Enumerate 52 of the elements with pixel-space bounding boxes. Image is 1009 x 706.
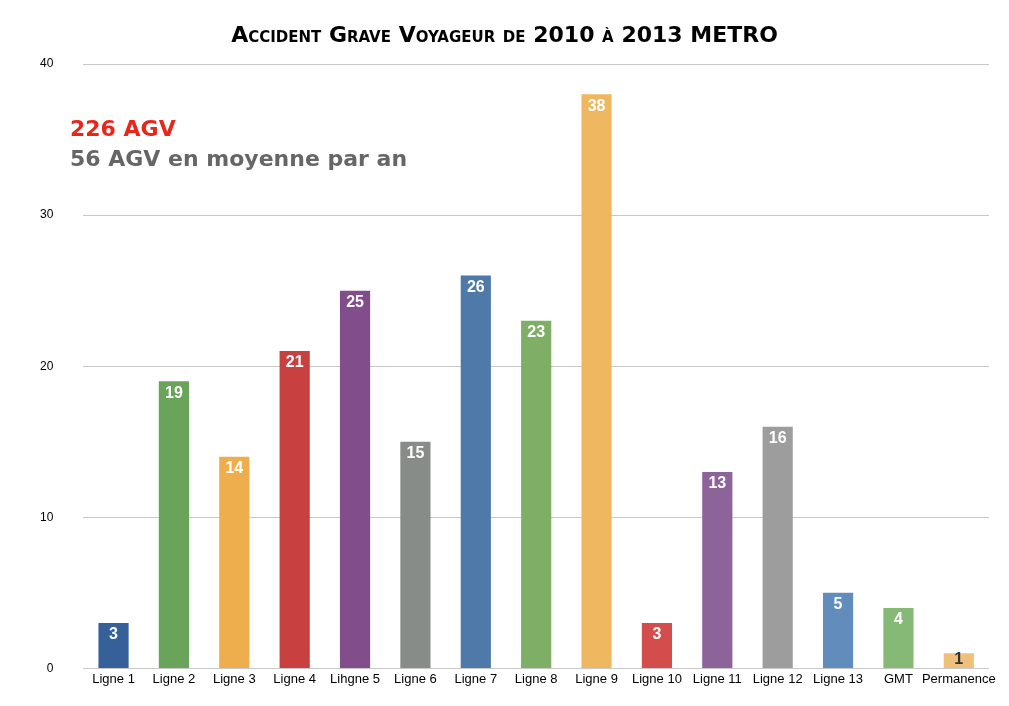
- data-label: 16: [768, 429, 787, 447]
- x-tick-label: GMT: [883, 670, 913, 686]
- data-label: 5: [833, 595, 843, 613]
- x-tick-label: Lihgne 5: [330, 670, 380, 686]
- data-label: 23: [527, 323, 546, 341]
- x-tick-label: Ligne 12: [752, 670, 803, 686]
- bar: [581, 94, 612, 668]
- bar: [521, 320, 552, 668]
- bar: [400, 441, 431, 668]
- data-label: 21: [285, 353, 304, 371]
- bar: [460, 275, 491, 668]
- x-tick-label: Ligne 8: [514, 670, 558, 686]
- x-tick-label: Permanence: [921, 670, 996, 686]
- y-tick-label: 10: [39, 509, 54, 524]
- data-label: 26: [466, 277, 485, 295]
- x-tick-label: Ligne 4: [273, 670, 316, 686]
- x-tick-label: Ligne 10: [631, 670, 682, 686]
- data-label: 15: [406, 444, 425, 462]
- x-tick-label: Ligne 13: [813, 670, 863, 686]
- data-label: 38: [587, 96, 606, 114]
- bar: [219, 456, 250, 668]
- bar: [822, 592, 854, 668]
- x-tick-label: Ligne 9: [575, 670, 618, 686]
- data-label: 19: [165, 383, 183, 401]
- bar: [339, 290, 371, 668]
- bar: [883, 607, 914, 668]
- y-tick-label: 0: [46, 660, 54, 675]
- data-label: 1: [954, 649, 964, 667]
- data-label: 3: [109, 625, 119, 643]
- data-label: 25: [346, 293, 365, 311]
- x-tick-label: Ligne 2: [152, 670, 196, 686]
- y-tick-label: 30: [39, 207, 54, 222]
- data-label: 13: [708, 474, 727, 492]
- data-label: 3: [652, 625, 662, 643]
- x-tick-label: Ligne 1: [92, 670, 135, 686]
- data-label: 14: [225, 459, 244, 477]
- bar: [702, 471, 733, 668]
- bar: [762, 426, 793, 668]
- chart-title: Accident Grave Voyageur de 2010 à 2013 METRO: [230, 22, 779, 47]
- bar: [98, 623, 129, 668]
- x-tick-label: Ligne 6: [394, 670, 437, 686]
- x-tick-label: Ligne 3: [212, 670, 256, 686]
- bar: [641, 623, 673, 668]
- bar: [279, 351, 310, 668]
- annotation: 226 AGV: [70, 116, 176, 141]
- y-tick-label: 20: [39, 358, 54, 373]
- bar: [158, 381, 190, 668]
- data-label: 4: [893, 610, 903, 628]
- annotation: 56 AGV en moyenne par an: [70, 146, 408, 171]
- y-tick-label: 40: [39, 56, 54, 71]
- x-tick-label: Ligne 7: [454, 670, 498, 686]
- x-tick-label: Ligne 11: [692, 670, 742, 686]
